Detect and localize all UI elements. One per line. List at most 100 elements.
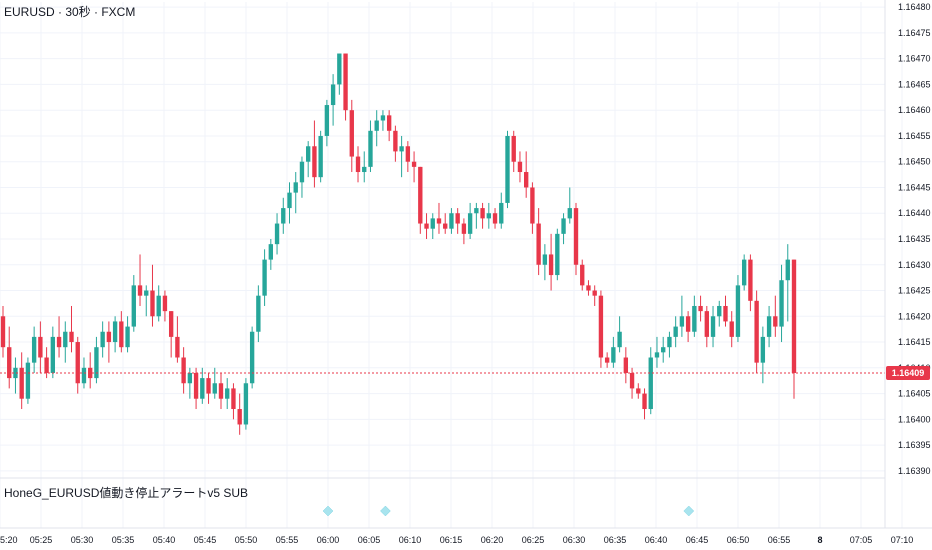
candle xyxy=(175,316,180,363)
candle-body xyxy=(181,357,186,384)
candle xyxy=(206,372,211,404)
candle xyxy=(754,290,759,373)
candle-body xyxy=(449,213,454,229)
candle-body xyxy=(710,316,716,337)
candle xyxy=(106,321,112,363)
candle-body xyxy=(88,367,93,379)
candle-body xyxy=(685,316,691,332)
alert-marker-icon xyxy=(322,505,334,517)
candle-body xyxy=(187,372,193,384)
candle-body xyxy=(573,208,579,265)
alert-marker-icon xyxy=(683,505,695,517)
x-tick-label: 5:20 xyxy=(0,535,18,545)
candle-body xyxy=(617,331,622,348)
candle xyxy=(654,336,660,368)
candle xyxy=(735,275,741,343)
x-tick-label: 06:40 xyxy=(645,535,668,545)
candle xyxy=(698,295,703,322)
y-tick-label: 1.16480 xyxy=(898,2,931,12)
candle xyxy=(249,326,255,389)
indicator-markers xyxy=(322,505,695,517)
candle-body xyxy=(262,259,267,296)
grid-lines xyxy=(0,2,903,528)
candle xyxy=(231,383,236,420)
candle xyxy=(293,172,298,214)
x-tick-label: 06:20 xyxy=(481,535,504,545)
candle-body xyxy=(137,285,143,296)
candle-body xyxy=(524,172,529,188)
candle xyxy=(318,130,323,183)
candle-body xyxy=(218,383,224,399)
candle xyxy=(685,311,691,343)
candle xyxy=(461,218,467,245)
candle-body xyxy=(318,135,323,178)
candle-body xyxy=(237,409,242,425)
candle xyxy=(561,213,566,245)
candle xyxy=(374,110,379,147)
price-axis[interactable]: 1.163901.163951.164001.164051.164101.164… xyxy=(898,2,931,476)
candle xyxy=(299,156,305,198)
candle xyxy=(717,300,722,327)
candle-body xyxy=(760,336,766,363)
candle-body xyxy=(517,161,523,173)
candle-body xyxy=(567,208,572,219)
candle-body xyxy=(561,218,566,234)
candle-body xyxy=(100,331,105,348)
candle-body xyxy=(13,367,18,379)
candle-body xyxy=(106,331,112,343)
candle-body xyxy=(773,316,778,327)
candle-body xyxy=(654,352,660,358)
x-tick-label: 06:50 xyxy=(727,535,750,545)
candle-body xyxy=(7,347,12,379)
candle-body xyxy=(56,336,62,348)
candle-body xyxy=(729,321,734,337)
candle-body xyxy=(679,316,685,327)
candle-body xyxy=(424,223,429,229)
candle-body xyxy=(330,84,336,106)
candle-body xyxy=(150,290,155,317)
candle xyxy=(424,213,429,239)
candle xyxy=(343,53,348,121)
candle-body xyxy=(256,295,261,332)
candle xyxy=(418,166,423,234)
candle xyxy=(679,295,685,337)
candle xyxy=(287,182,292,224)
candle xyxy=(13,357,18,394)
candle-body xyxy=(555,233,560,276)
candle-body xyxy=(69,331,74,343)
candle-body xyxy=(75,342,80,384)
candle xyxy=(125,316,130,353)
candle-body xyxy=(19,367,24,399)
y-tick-label: 1.16390 xyxy=(898,466,931,476)
candle xyxy=(480,202,485,229)
candle-body xyxy=(467,213,473,234)
candle-body xyxy=(636,388,641,394)
candle-body xyxy=(293,182,298,193)
candle-body xyxy=(486,213,491,219)
y-tick-label: 1.16460 xyxy=(898,105,931,115)
candle xyxy=(181,347,186,394)
candle xyxy=(69,305,74,353)
candle-body xyxy=(299,161,305,183)
x-tick-label: 05:40 xyxy=(153,535,176,545)
candle xyxy=(56,316,62,358)
current-price-value: 1.16409 xyxy=(892,368,925,378)
candle-body xyxy=(741,259,747,286)
candle xyxy=(492,208,498,229)
candle xyxy=(44,347,49,379)
candle-body xyxy=(119,321,124,348)
candle xyxy=(555,228,560,281)
candle xyxy=(623,347,629,384)
candle-body xyxy=(399,146,404,152)
candle-body xyxy=(324,105,330,136)
candle xyxy=(436,202,442,234)
candle xyxy=(779,264,784,343)
candle-body xyxy=(779,280,784,327)
candle xyxy=(474,202,479,229)
time-axis[interactable]: 5:20 05:25 05:30 05:35 05:40 05:45 05:50 05:55 0… xyxy=(0,535,913,545)
candle xyxy=(411,151,417,183)
candle-body xyxy=(604,357,610,363)
candle-body xyxy=(455,213,460,224)
